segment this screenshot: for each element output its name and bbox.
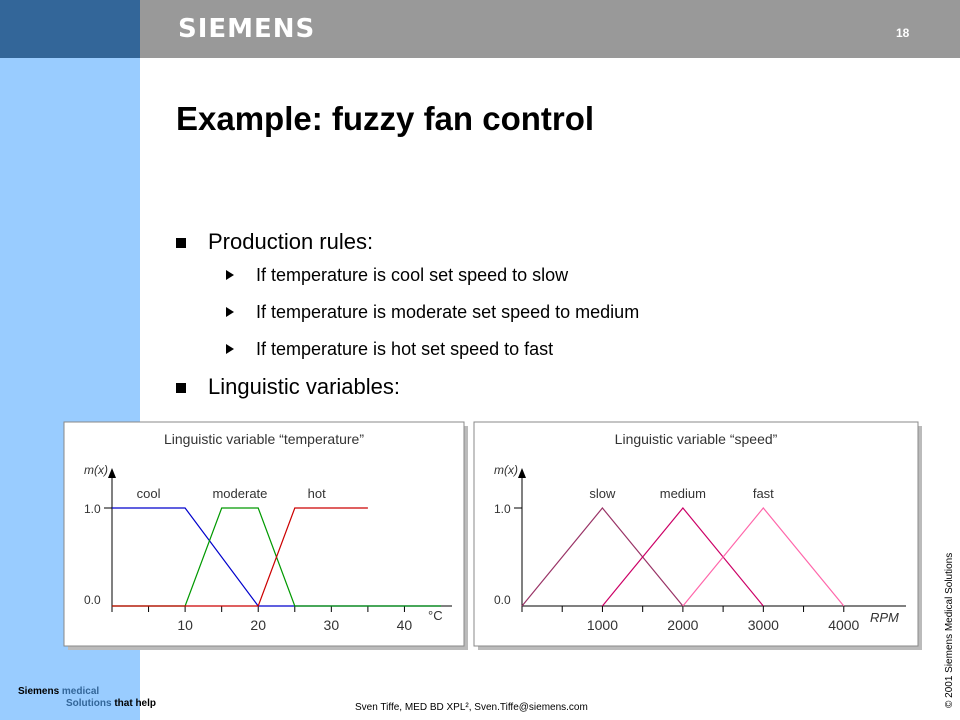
- footer-brand-medical: medical: [59, 686, 100, 697]
- triangle-bullet-icon: [226, 270, 234, 280]
- series-line-slow: [521, 507, 684, 607]
- siemens-logo: SIEMENS: [178, 14, 316, 44]
- panel-frame: [473, 421, 919, 647]
- y-tick-label: 1.0: [84, 502, 101, 516]
- y-tick-label: 0.0: [494, 593, 511, 607]
- chart-title: Linguistic variable “speed”: [615, 431, 778, 447]
- rule-text: If temperature is cool set speed to slow: [256, 265, 569, 285]
- x-tick-label: 20: [250, 617, 266, 633]
- footer-brand: Siemens medical Solutions that help: [18, 686, 156, 710]
- panel-frame: [63, 421, 465, 647]
- header-bar: [140, 0, 960, 58]
- y-tick-label: 0.0: [84, 593, 101, 607]
- page-title: Example: fuzzy fan control: [176, 100, 595, 137]
- chart-title: Linguistic variable “temperature”: [164, 431, 364, 447]
- y-tick-label: 1.0: [494, 502, 511, 516]
- page-number: 18: [896, 26, 910, 40]
- y-axis-label: m(x): [84, 463, 108, 477]
- rule-text: If temperature is moderate set speed to …: [256, 302, 640, 322]
- copyright-text: © 2001 Siemens Medical Solutions: [944, 552, 955, 708]
- x-axis-label: °C: [428, 608, 443, 623]
- rule-text: If temperature is hot set speed to fast: [256, 339, 554, 359]
- series-label-slow: slow: [589, 486, 616, 501]
- x-tick-label: 40: [397, 617, 413, 633]
- y-axis-label: m(x): [494, 463, 518, 477]
- x-tick-label: 10: [177, 617, 193, 633]
- triangle-bullet-icon: [226, 307, 234, 317]
- series-line-medium: [601, 507, 764, 607]
- footer-brand-siemens: Siemens: [18, 686, 60, 697]
- footer-brand-solutions: Solutions: [66, 698, 112, 709]
- series-label-cool: cool: [137, 486, 161, 501]
- series-label-hot: hot: [308, 486, 326, 501]
- bullet-label: Linguistic variables:: [208, 374, 400, 399]
- x-tick-label: 3000: [748, 617, 779, 633]
- series-label-fast: fast: [753, 486, 774, 501]
- square-bullet-icon: [176, 383, 186, 393]
- square-bullet-icon: [176, 238, 186, 248]
- footer-brand-that-help: that help: [111, 698, 157, 709]
- series-label-medium: medium: [660, 486, 706, 501]
- x-tick-label: 4000: [828, 617, 859, 633]
- x-tick-label: 2000: [667, 617, 698, 633]
- fuzzy-charts: Linguistic variable “temperature” m(x) 1.0…: [63, 421, 922, 650]
- y-axis-arrow: [108, 468, 116, 478]
- series-line-hot: [112, 507, 368, 607]
- x-tick-label: 30: [324, 617, 340, 633]
- series-label-moderate: moderate: [212, 486, 267, 501]
- triangle-bullet-icon: [226, 344, 234, 354]
- bullet-label: Production rules:: [208, 229, 374, 254]
- footer-author: Sven Tiffe, MED BD XPL², Sven.Tiffe@siem…: [355, 702, 588, 713]
- sidebar-top-block: [0, 0, 140, 58]
- series-line-fast: [682, 507, 845, 607]
- x-tick-label: 1000: [587, 617, 618, 633]
- y-axis-arrow: [518, 468, 526, 478]
- x-axis-label: RPM: [870, 610, 899, 625]
